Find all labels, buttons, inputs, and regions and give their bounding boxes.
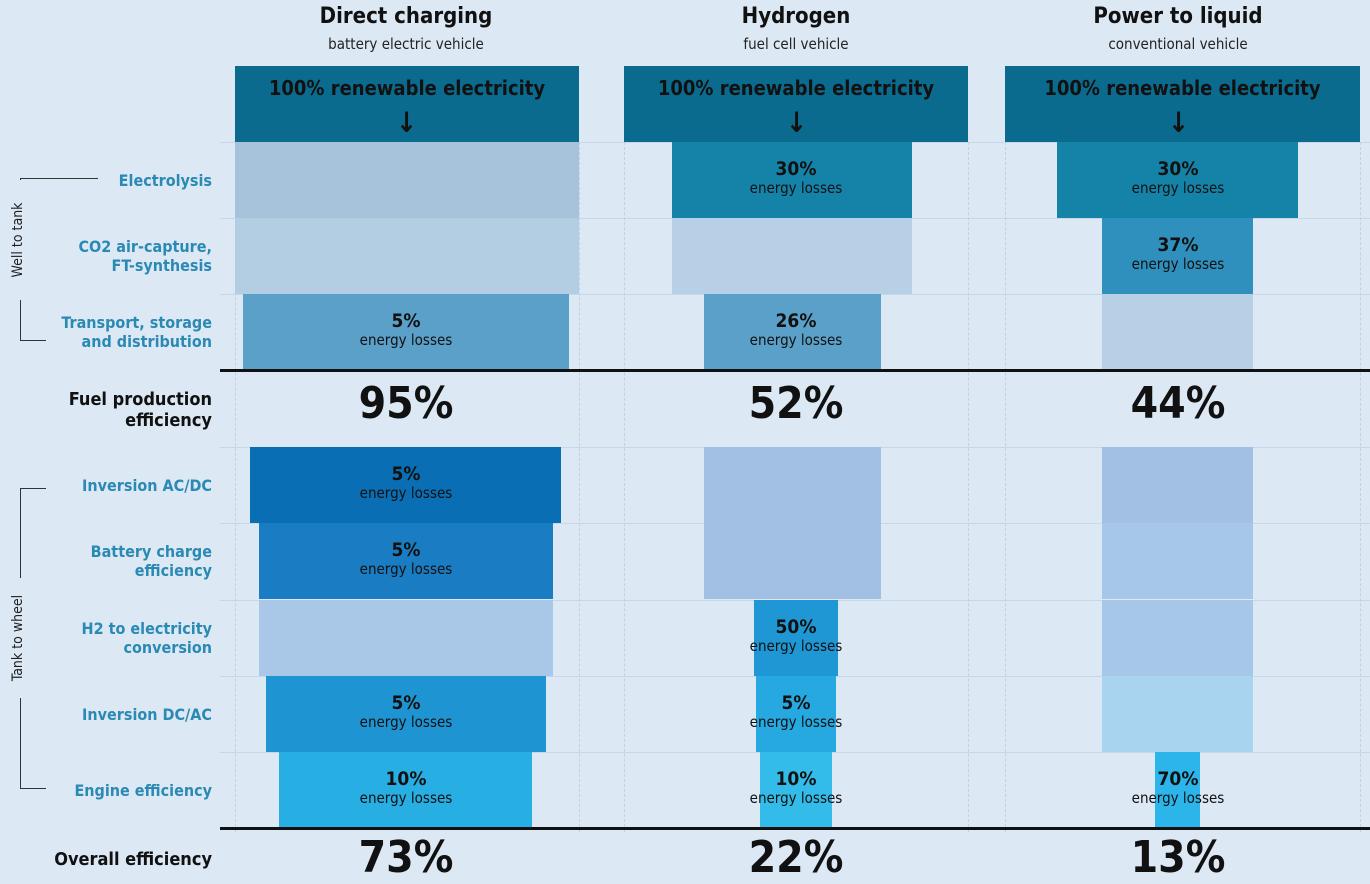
stage-bar xyxy=(704,447,881,523)
arrow: ↓ xyxy=(786,106,808,139)
stage-bar xyxy=(1102,600,1253,676)
stage-label: CO2 air-capture, FT-synthesis xyxy=(78,237,212,275)
stage-bar xyxy=(235,218,579,294)
stage-label: Inversion AC/DC xyxy=(82,475,212,495)
column-guide xyxy=(235,142,236,832)
divider xyxy=(220,369,1370,372)
loss-label: energy losses xyxy=(749,179,843,197)
loss-label: energy losses xyxy=(359,484,453,502)
fuel-efficiency-label: Fuel production efficiency xyxy=(68,388,212,431)
stage-bar xyxy=(279,752,532,828)
group-label: Tank to wheel xyxy=(10,578,30,698)
bracket xyxy=(20,340,46,341)
loss-label: energy losses xyxy=(359,331,453,349)
stage-bar xyxy=(1102,294,1253,370)
column-guide xyxy=(968,142,969,832)
column-subtitle: conventional vehicle xyxy=(1108,35,1248,53)
source-text: 100% renewable electricity xyxy=(268,76,546,100)
arrow: ↓ xyxy=(1168,106,1190,139)
column-title: Direct charging xyxy=(319,4,493,29)
loss-percent: 30% xyxy=(1157,158,1199,180)
overall-efficiency: 22% xyxy=(748,832,844,883)
group-label: Well to tank xyxy=(10,180,30,300)
loss-percent: 50% xyxy=(775,616,817,638)
stage-bar xyxy=(672,218,912,294)
column-subtitle: battery electric vehicle xyxy=(328,35,484,53)
loss-percent: 5% xyxy=(391,463,421,485)
source-box xyxy=(624,66,968,142)
loss-label: energy losses xyxy=(749,637,843,655)
column-subtitle: fuel cell vehicle xyxy=(743,35,849,53)
bracket xyxy=(20,488,46,489)
bracket xyxy=(20,178,98,179)
column-guide xyxy=(1005,142,1006,832)
fuel-efficiency: 52% xyxy=(748,378,844,429)
stage-bar xyxy=(754,600,838,676)
stage-bar xyxy=(760,752,832,828)
stage-bar xyxy=(259,523,553,599)
stage-label: Inversion DC/AC xyxy=(82,704,212,724)
loss-percent: 5% xyxy=(391,310,421,332)
stage-bar xyxy=(243,294,569,370)
loss-label: energy losses xyxy=(1131,789,1225,807)
overall-label: Overall efficiency xyxy=(54,848,212,870)
loss-percent: 5% xyxy=(391,539,421,561)
stage-label: H2 to electricity conversion xyxy=(81,619,212,657)
stage-bar xyxy=(259,600,553,676)
overall-efficiency: 13% xyxy=(1130,832,1226,883)
loss-label: energy losses xyxy=(749,331,843,349)
loss-label: energy losses xyxy=(359,560,453,578)
loss-percent: 37% xyxy=(1157,234,1199,256)
column-guide xyxy=(1360,142,1361,832)
source-box xyxy=(235,66,579,142)
loss-percent: 26% xyxy=(775,310,817,332)
stage-bar xyxy=(704,523,881,599)
stage-bar xyxy=(1057,142,1298,218)
loss-label: energy losses xyxy=(749,713,843,731)
loss-label: energy losses xyxy=(1131,255,1225,273)
loss-percent: 30% xyxy=(775,158,817,180)
stage-label: Engine efficiency xyxy=(74,780,212,800)
stage-bar xyxy=(250,447,561,523)
loss-percent: 10% xyxy=(385,768,427,790)
stage-bar xyxy=(672,142,912,218)
column-guide xyxy=(579,142,580,832)
arrow: ↓ xyxy=(396,106,418,139)
loss-percent: 70% xyxy=(1157,768,1199,790)
loss-label: energy losses xyxy=(359,789,453,807)
fuel-efficiency: 95% xyxy=(358,378,454,429)
stage-bar xyxy=(756,676,836,752)
stage-label: Electrolysis xyxy=(118,170,212,190)
divider xyxy=(220,827,1370,830)
loss-label: energy losses xyxy=(749,789,843,807)
loss-percent: 5% xyxy=(781,692,811,714)
loss-percent: 5% xyxy=(391,692,421,714)
stage-bar xyxy=(1155,752,1200,828)
column-title: Power to liquid xyxy=(1093,4,1263,29)
stage-label: Transport, storage and distribution xyxy=(61,313,212,351)
stage-bar xyxy=(704,294,881,370)
stage-bar xyxy=(266,676,546,752)
source-text: 100% renewable electricity xyxy=(657,76,935,100)
loss-percent: 10% xyxy=(775,768,817,790)
stage-bar xyxy=(1102,447,1253,523)
loss-label: energy losses xyxy=(1131,179,1225,197)
stage-bar xyxy=(1102,523,1253,599)
stage-bar xyxy=(1102,218,1253,294)
overall-efficiency: 73% xyxy=(358,832,454,883)
stage-label: Battery charge efficiency xyxy=(90,542,212,580)
column-title: Hydrogen xyxy=(741,4,851,29)
loss-label: energy losses xyxy=(359,713,453,731)
source-text: 100% renewable electricity xyxy=(1044,76,1321,100)
fuel-efficiency: 44% xyxy=(1130,378,1226,429)
bracket xyxy=(20,788,46,789)
stage-bar xyxy=(1102,676,1253,752)
source-box xyxy=(1005,66,1360,142)
column-guide xyxy=(624,142,625,832)
stage-bar xyxy=(235,142,579,218)
